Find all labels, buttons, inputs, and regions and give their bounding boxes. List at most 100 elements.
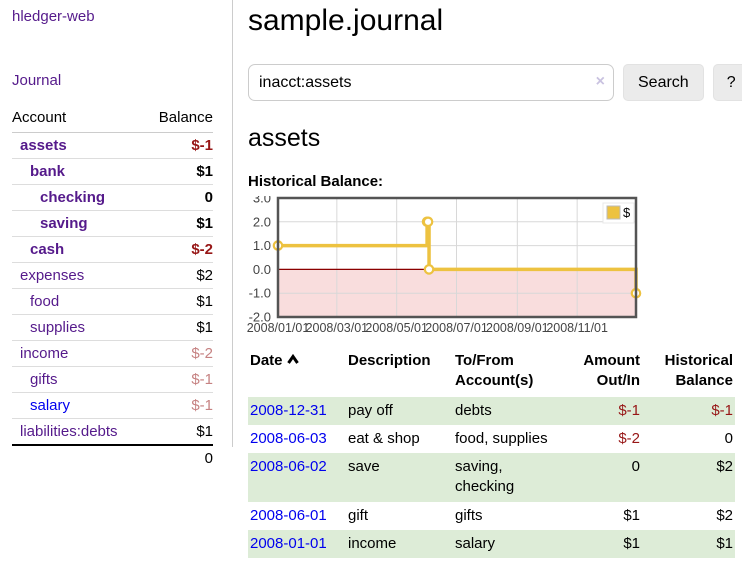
account-row: cash $-2 [12,236,213,263]
search-form: × Search ? [248,64,742,101]
accounts-cell: salary [455,534,496,552]
sort-ascending-icon [286,351,299,371]
transaction-date-link[interactable]: 2008-01-01 [250,534,327,552]
account-balance: $2 [144,262,213,289]
sidebar-account-link[interactable]: food [30,293,60,310]
account-row: saving $1 [12,210,213,237]
chart-x-tick-label: 2008/01/01 [247,321,310,335]
description-cell: gift [348,506,369,524]
transaction-date-link[interactable]: 2008-12-31 [250,401,327,419]
accounts-cell: debts [455,401,492,419]
account-row: food $1 [12,288,213,315]
account-row: liabilities:debts $1 [12,418,213,446]
transaction-date-link[interactable]: 2008-06-02 [250,458,327,475]
sidebar-account-link[interactable]: bank [30,163,66,180]
account-balance: $-1 [144,132,213,159]
search-button[interactable]: Search [623,64,704,101]
help-button[interactable]: ? [712,64,742,101]
date-cell: 2008-06-02 [248,453,346,502]
accounts-cell: saving, checking [455,458,515,496]
main-content: sample.journal × Search ? assets Histori… [233,0,742,558]
amount-cell: $1 [623,506,640,524]
chart-label: Historical Balance: [248,173,384,190]
column-header-date-label: Date [250,352,283,369]
account-row: gifts $-1 [12,366,213,393]
amount-cell: $-2 [618,429,640,447]
sidebar-account-link[interactable]: liabilities:debts [20,423,118,440]
search-input-wrap: × [248,64,614,101]
sidebar-account-link[interactable]: assets [20,137,67,154]
transaction-date-link[interactable]: 2008-06-03 [250,429,327,447]
account-row: expenses $2 [12,262,213,289]
account-balance: $1 [144,158,213,185]
account-heading: assets [248,124,321,152]
clear-search-icon[interactable]: × [595,73,605,90]
column-header-balance: Historical Balance [664,352,733,390]
chart-x-tick-label: 2008/09/01 [486,321,549,335]
account-row: bank $1 [12,158,213,185]
search-input[interactable] [248,64,614,101]
date-cell: 2008-06-03 [248,425,346,453]
column-header-description: Description [348,352,431,369]
accounts-header-row: Account Balance [12,106,213,133]
nav-journal-link[interactable]: Journal [12,72,62,89]
page-title: sample.journal [248,4,444,37]
account-row: salary $-1 [12,392,213,419]
account-row: checking 0 [12,184,213,211]
description-cell: save [348,458,380,475]
transaction-date-link[interactable]: 2008-06-01 [250,506,327,524]
chart-y-tick-label: 1.0 [253,238,271,253]
sidebar-account-link[interactable]: cash [30,241,65,258]
account-name-cell: cash [12,236,145,263]
chart-x-tick-label: 2008/03/01 [306,321,369,335]
brand-link[interactable]: hledger-web [12,8,95,25]
chart-x-tick-label: 2008/11/01 [546,321,608,335]
table-row: 2008-12-31 pay off debts $-1 $-1 [248,396,735,425]
account-name-cell: assets [12,132,145,159]
account-balance: $-2 [144,236,213,263]
account-name-cell: supplies [12,314,145,341]
account-name-cell: food [12,288,145,315]
accounts-header-account: Account [12,106,145,133]
description-cell: pay off [348,401,393,419]
account-balance: $1 [144,314,213,341]
balance-cell: $-1 [711,401,733,419]
chart-border [276,196,638,319]
chart-x-tick-label: 2008/07/01 [425,321,488,335]
chart-y-tick-label: 2.0 [253,214,271,229]
historical-balance-chart: $3.0 2.0 1.0 0.0 -1.0 -2.02008/01/012008/03/0… [247,196,642,335]
sidebar-account-link[interactable]: saving [40,215,88,232]
account-name-cell: checking [12,184,145,211]
account-balance: $-1 [144,392,213,419]
amount-cell: 0 [631,458,640,475]
sidebar-account-link[interactable]: income [20,345,69,362]
description-cell: eat & shop [348,429,420,447]
date-cell: 2008-12-31 [248,397,346,425]
chart-data-point [422,216,434,228]
account-balance: $1 [144,418,213,446]
amount-cell: $1 [623,534,640,552]
accounts-header-balance: Balance [144,106,213,133]
balance-cell: $2 [716,458,733,475]
sidebar-account-link[interactable]: checking [40,189,106,206]
column-header-amount: Amount Out/In [583,352,640,390]
table-row: 2008-06-01 gift gifts $1 $2 [248,502,735,530]
sidebar-account-link[interactable]: supplies [30,319,86,336]
chart-data-point [423,264,435,275]
accounts-table: Account Balance assets $-1 bank $1 checking 0… [12,106,213,471]
sidebar-account-link[interactable]: expenses [20,267,85,284]
sidebar-account-link[interactable]: gifts [30,371,58,388]
column-header-date[interactable]: Date [248,349,346,397]
balance-cell: $1 [716,534,733,552]
account-row: supplies $1 [12,314,213,341]
register-table: Date Description To/From Account(s) Amou… [248,349,735,558]
account-balance: $1 [144,288,213,315]
account-balance: $-2 [144,340,213,367]
sidebar-account-link[interactable]: salary [30,397,71,414]
app: hledger-web Journal Account Balance asse… [12,0,742,558]
accounts-body: assets $-1 bank $1 checking 0 saving $1 cash $-2 e… [12,132,213,446]
chart-x-tick-label: 2008/05/01 [365,321,428,335]
account-name-cell: liabilities:debts [12,418,145,446]
accounts-total-balance: 0 [144,444,213,471]
chart-y-tick-label: -2.0 [249,310,271,325]
